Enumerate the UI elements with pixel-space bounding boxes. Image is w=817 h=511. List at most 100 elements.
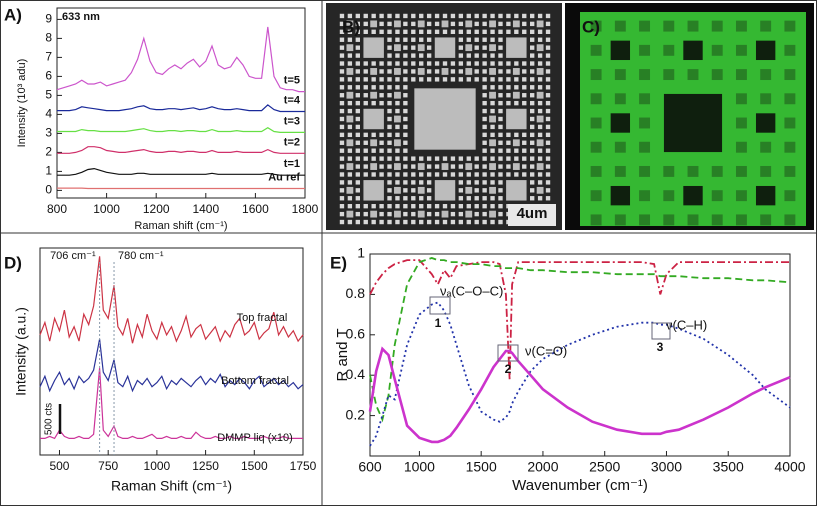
sem-dot [427,14,431,18]
sem-dot [348,156,352,160]
sem-dot [419,53,423,57]
x-tick-label: 1750 [290,459,317,473]
sem-dot [403,180,407,184]
sem-dot [356,196,360,200]
dark-spot [784,21,795,32]
sem-dot [530,38,534,42]
sem-dot [482,133,486,137]
sem-dot [482,188,486,192]
sem-square [394,187,401,194]
sem-dot [506,172,510,176]
annotation: νₐ(C–O–C) [440,283,503,298]
y-tick-label: 7 [45,50,52,64]
sem-square [489,163,496,170]
sem-dot [340,109,344,113]
sem-dot [348,125,352,129]
sem-dot [340,188,344,192]
sem-dot [387,204,391,208]
x-tick-label: 1800 [292,202,319,216]
sem-dot [395,77,399,81]
sem-dot [435,77,439,81]
sem-dot [395,85,399,89]
dark-spot [591,166,602,177]
sem-dot [459,156,463,160]
sem-dot [482,69,486,73]
sem-dot [538,77,542,81]
sem-dot [530,53,534,57]
sem-dot [490,149,494,153]
sem-dot [403,172,407,176]
sem-dot [395,196,399,200]
sem-dot [482,212,486,216]
dark-spot [736,45,747,56]
sem-dot [451,164,455,168]
sem-dot [482,93,486,97]
sem-dot [475,204,479,208]
sem-dot [364,30,368,34]
sem-dot [475,22,479,26]
sem-square [346,211,353,218]
sem-dot [498,188,502,192]
sem-square [537,187,544,194]
sem-dot [403,196,407,200]
sem-dot [387,164,391,168]
sem-dot [403,220,407,224]
sem-dot [443,14,447,18]
sem-dot [546,172,550,176]
sem-dot [395,149,399,153]
sem-dot [379,101,383,105]
annotation: 633 nm [62,11,100,23]
sem-dot [530,196,534,200]
sem-dot [498,180,502,184]
sem-dot [467,53,471,57]
sem-dot [546,141,550,145]
sem-dot [340,133,344,137]
sem-square [363,109,383,129]
sem-dot [379,93,383,97]
sem-square [489,187,496,194]
sem-dot [459,61,463,65]
sem-dot [482,22,486,26]
sem-square [513,68,520,75]
sem-dot [411,156,415,160]
sem-dot [348,180,352,184]
sem-dot [490,53,494,57]
series-line [40,256,303,343]
sem-dot [387,117,391,121]
sem-dot [538,133,542,137]
sem-square [465,163,472,170]
sem-dot [506,93,510,97]
sem-dot [475,77,479,81]
dark-spot [736,142,747,153]
sem-dot [379,156,383,160]
sem-dot [395,125,399,129]
sem-dot [451,156,455,160]
sem-dot [530,61,534,65]
sem-dot [482,220,486,224]
dark-spot [736,69,747,80]
sem-dot [538,109,542,113]
sem-dot [364,85,368,89]
sem-dot [530,149,534,153]
sem-dot [387,45,391,49]
sem-dot [459,69,463,73]
sem-dot [356,125,360,129]
sem-dot [530,14,534,18]
sem-dot [538,196,542,200]
dark-spot [591,45,602,56]
dark-spot [760,69,771,80]
sem-square [418,187,425,194]
sem-dot [459,38,463,42]
sem-dot [356,77,360,81]
sem-dot [356,141,360,145]
sem-dot [379,61,383,65]
sem-square [394,92,401,99]
dark-square [611,186,630,205]
sem-dot [443,61,447,65]
sem-square [537,44,544,51]
y-tick-label: 6 [45,69,52,83]
sem-dot [379,133,383,137]
sem-dot [356,85,360,89]
sem-dot [459,204,463,208]
sem-dot [459,30,463,34]
